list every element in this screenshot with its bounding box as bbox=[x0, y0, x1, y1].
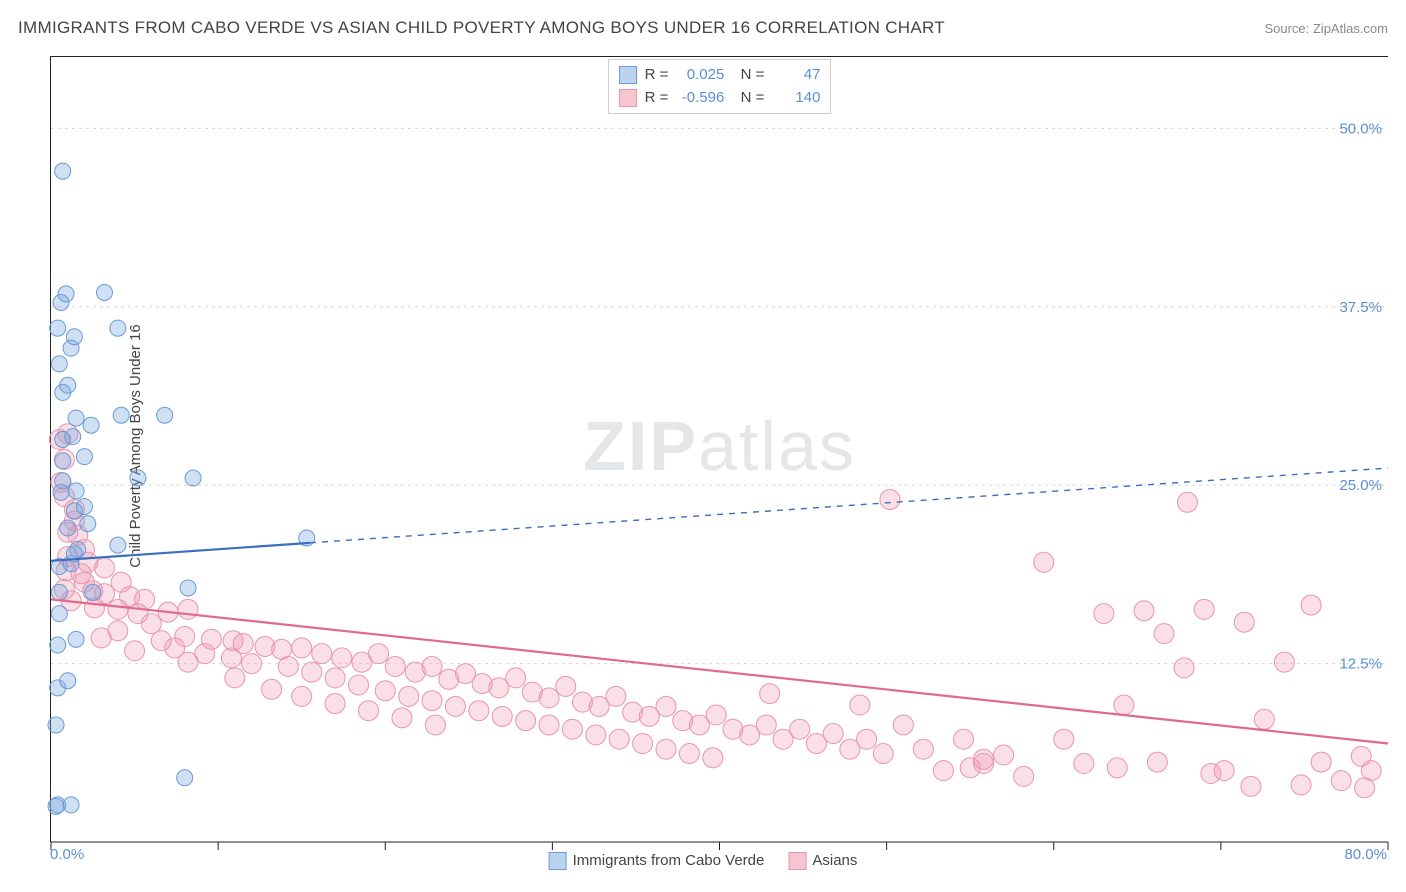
legend-item: Immigrants from Cabo Verde bbox=[549, 852, 765, 870]
chart-title: IMMIGRANTS FROM CABO VERDE VS ASIAN CHIL… bbox=[18, 18, 945, 38]
x-tick-label: 0.0% bbox=[50, 846, 84, 863]
r-label: R = bbox=[645, 64, 669, 87]
x-tick-label: 80.0% bbox=[1344, 846, 1387, 863]
r-label: R = bbox=[645, 87, 669, 110]
legend-item: Asians bbox=[788, 852, 857, 870]
scatter-svg: 12.5% 25.0% 37.5% 50.0% bbox=[51, 57, 1388, 842]
legend-label: Asians bbox=[812, 852, 857, 869]
correlation-row: R = -0.596 N = 140 bbox=[619, 87, 821, 110]
r-value: 0.025 bbox=[676, 64, 724, 87]
series-legend: Immigrants from Cabo Verde Asians bbox=[549, 852, 858, 870]
svg-text:12.5%: 12.5% bbox=[1339, 656, 1382, 673]
svg-text:25.0%: 25.0% bbox=[1339, 477, 1382, 494]
correlation-legend: R = 0.025 N = 47 R = -0.596 N = 140 bbox=[608, 59, 832, 114]
n-label: N = bbox=[732, 64, 764, 87]
chart-header: IMMIGRANTS FROM CABO VERDE VS ASIAN CHIL… bbox=[18, 18, 1388, 38]
n-value: 140 bbox=[772, 87, 820, 110]
n-label: N = bbox=[732, 87, 764, 110]
legend-swatch bbox=[788, 852, 806, 870]
n-value: 47 bbox=[772, 64, 820, 87]
r-value: -0.596 bbox=[676, 87, 724, 110]
legend-swatch bbox=[549, 852, 567, 870]
svg-text:37.5%: 37.5% bbox=[1339, 299, 1382, 316]
legend-swatch bbox=[619, 89, 637, 107]
plot-area: ZIPatlas R =0.025 N =47R =-0.596 N =140 … bbox=[50, 56, 1388, 842]
svg-text:50.0%: 50.0% bbox=[1339, 120, 1382, 137]
source-label: Source: ZipAtlas.com bbox=[1264, 21, 1388, 36]
correlation-row: R = 0.025 N = 47 bbox=[619, 64, 821, 87]
legend-swatch bbox=[619, 66, 637, 84]
legend-label: Immigrants from Cabo Verde bbox=[573, 852, 765, 869]
